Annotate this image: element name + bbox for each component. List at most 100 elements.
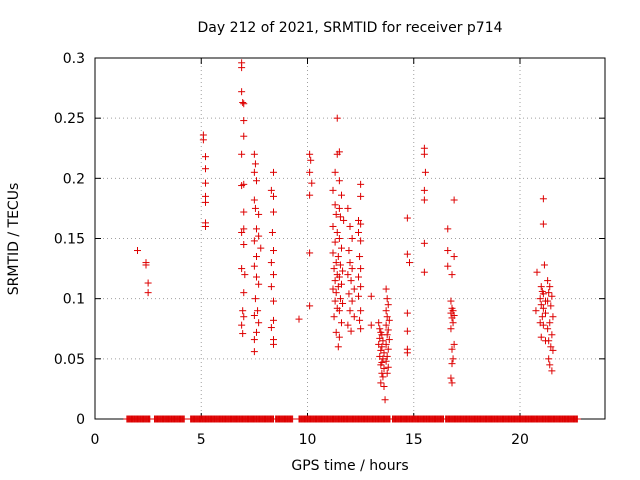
data-point [238,64,246,72]
data-point [270,316,277,324]
data-point [384,345,392,353]
data-point [253,273,260,281]
data-point [546,283,554,291]
data-point [450,196,458,204]
data-point [357,180,365,188]
y-axis-label: SRMTID / TECUs [6,183,22,296]
data-point [539,195,547,203]
data-point [250,262,258,270]
data-point [240,313,248,321]
data-point [346,259,354,267]
data-point [255,210,263,218]
data-point [335,204,343,212]
data-point [338,319,345,327]
data-point [377,361,385,369]
data-point [345,247,353,255]
data-point [546,319,554,327]
data-point [270,271,277,279]
data-point [542,309,549,317]
data-point [331,201,339,209]
data-point [539,220,547,228]
data-point [347,327,355,335]
data-point [384,326,392,334]
data-point [267,324,275,332]
data-point [544,297,552,305]
data-point [270,192,277,200]
data-point [250,348,258,356]
data-point [257,244,265,252]
x-tick-label: 5 [197,432,206,448]
data-point [346,307,354,315]
data-point [240,241,248,249]
data-point [240,117,248,125]
data-point [332,259,340,267]
data-point [250,312,258,320]
data-point [345,290,353,298]
data-point [380,383,388,391]
x-tick-label: 10 [299,432,317,448]
data-point [336,261,344,269]
data-point [420,239,428,247]
data-point [385,336,393,344]
data-point [537,333,545,341]
data-point [331,297,339,305]
data-point [270,247,277,255]
x-tick-label: 0 [91,432,100,448]
data-point [357,220,365,228]
data-point [306,150,314,158]
data-point [547,302,555,310]
data-point [334,253,342,261]
data-point [420,186,428,194]
data-point [532,307,540,315]
data-point [240,289,248,297]
data-point [335,307,343,315]
data-point [340,216,348,224]
data-point [444,225,452,233]
data-point [357,237,365,245]
data-point [350,285,358,293]
data-point [239,330,247,338]
data-point [449,355,457,363]
data-point [382,285,390,293]
data-point [335,177,343,185]
data-point [240,100,248,108]
data-point [539,321,547,329]
data-point [449,319,457,327]
data-point [307,156,315,164]
data-point [548,292,556,300]
data-point [338,244,345,252]
data-point [144,279,152,287]
data-point [546,361,554,369]
data-point [367,292,375,300]
data-point [538,313,546,321]
data-point [333,150,341,158]
data-point [339,267,347,275]
data-point [339,299,347,307]
data-point [270,208,277,216]
data-point [403,214,411,222]
data-point [289,415,297,423]
data-point [331,168,339,176]
data-point [306,191,314,199]
data-point [448,271,456,279]
data-point [448,379,456,387]
data-point [335,273,343,281]
data-point [537,301,545,309]
data-point [385,316,393,324]
data-point [329,222,337,230]
data-point [240,225,248,233]
data-point [336,213,344,221]
data-point [295,315,303,323]
data-point [382,307,390,315]
data-point [377,379,385,387]
data-point [545,337,553,345]
data-point [448,360,456,368]
data-point [306,168,314,176]
data-point [329,249,337,257]
data-point [255,319,263,327]
data-point [202,153,209,161]
y-tick-label: 0.3 [63,51,85,67]
data-point [250,336,258,344]
data-point [331,238,339,246]
data-point [547,343,555,351]
